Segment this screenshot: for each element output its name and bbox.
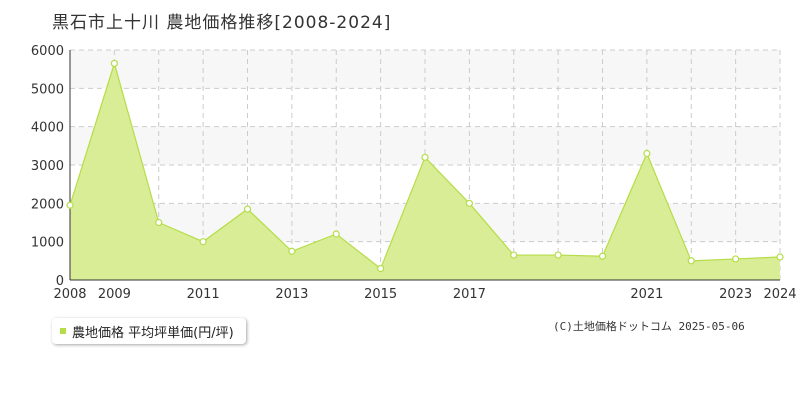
y-tick-label: 2000 [31, 197, 64, 212]
data-point [66, 201, 74, 209]
x-tick-label: 2009 [98, 287, 131, 302]
data-point [332, 230, 340, 238]
data-markers [66, 59, 784, 273]
x-tick-label: 2008 [53, 287, 86, 302]
data-point [776, 253, 784, 261]
x-tick-labels: 2008 2009 2011 2013 2015 2017 2021 2023 2024 [53, 287, 796, 302]
x-tick-label: 2013 [275, 287, 308, 302]
data-point [155, 218, 163, 227]
data-point [732, 255, 740, 263]
axes [69, 50, 780, 281]
data-point [288, 247, 296, 255]
chart-title: 黒石市上十川 農地価格推移[2008-2024] [52, 13, 392, 33]
data-point [510, 251, 518, 259]
data-point [421, 153, 429, 161]
data-point [554, 251, 562, 259]
data-point [199, 238, 207, 246]
data-point [598, 252, 607, 260]
legend: 農地価格 平均坪単価(円/坪) [52, 318, 246, 344]
x-tick-label: 2023 [719, 287, 752, 302]
data-point [643, 149, 651, 158]
x-tick-label: 2017 [453, 287, 486, 302]
legend-swatch [60, 328, 66, 334]
legend-label: 農地価格 平均坪単価(円/坪) [72, 325, 234, 341]
x-tick-label: 2011 [187, 287, 220, 302]
series-area [70, 63, 780, 280]
y-tick-label: 4000 [31, 121, 64, 136]
credit-text: (C)土地価格ドットコム 2025-05-06 [553, 320, 745, 333]
y-tick-label: 3000 [31, 159, 64, 174]
y-tick-label: 0 [56, 274, 64, 289]
y-tick-labels: 0 1000 2000 3000 4000 5000 6000 [31, 44, 64, 289]
data-point [110, 59, 118, 68]
data-point [377, 264, 385, 273]
data-point [687, 257, 695, 265]
x-tick-label: 2021 [630, 287, 663, 302]
y-tick-label: 5000 [31, 82, 64, 97]
data-point [465, 199, 473, 207]
y-tick-label: 6000 [31, 44, 64, 59]
data-point [243, 205, 252, 213]
x-tick-label: 2024 [763, 287, 796, 302]
y-tick-label: 1000 [31, 236, 64, 251]
x-tick-label: 2015 [364, 287, 397, 302]
